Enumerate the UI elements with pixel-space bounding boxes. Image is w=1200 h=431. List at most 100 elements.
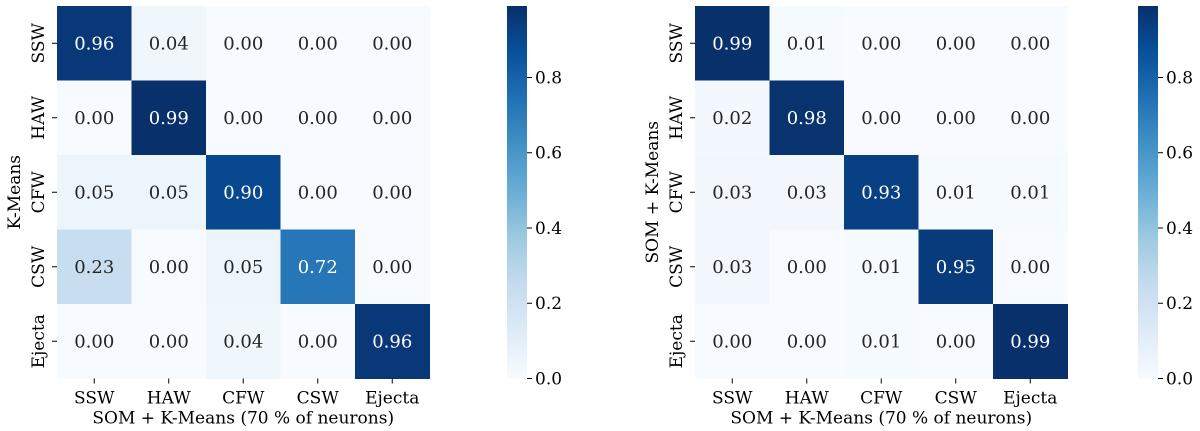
heatmap-cell-r2-c2 <box>206 155 281 230</box>
heatmap-cell-r0-c3 <box>280 6 356 81</box>
heatmap-cell-r0-c1 <box>131 6 207 81</box>
cell-label-r1-c0: 0.02 <box>712 108 752 129</box>
x-tick-label-1: HAW <box>147 389 191 409</box>
cell-label-r4-c2: 0.04 <box>223 331 263 352</box>
heatmap-cell-r4-c4 <box>355 304 430 379</box>
heatmap-cell-r1-c4 <box>355 80 430 156</box>
cell-label-r3-c0: 0.03 <box>712 257 752 278</box>
cell-label-r0-c0: 0.96 <box>74 33 114 54</box>
y-tick-label-2: CFW <box>667 171 687 214</box>
x-tick-label-4: Ejecta <box>1003 389 1057 409</box>
heatmap-cell-r0-c2 <box>844 6 919 81</box>
cell-label-r0-c2: 0.00 <box>223 33 263 54</box>
x-axis-label: SOM + K-Means (70 % of neurons) <box>92 409 394 429</box>
colorbar-tick-label-1: 0.2 <box>1166 294 1193 314</box>
heatmap-cell-r2-c1 <box>769 155 845 230</box>
heatmap-cell-r1-c3 <box>280 80 356 156</box>
cell-label-r1-c1: 0.99 <box>149 108 189 129</box>
cell-label-r3-c4: 0.00 <box>372 257 412 278</box>
cell-label-r3-c2: 0.01 <box>861 257 901 278</box>
heatmap-cell-r2-c2 <box>844 155 919 230</box>
heatmap-cell-r0-c4 <box>355 6 430 81</box>
heatmap-cell-r3-c3 <box>918 229 994 305</box>
colorbar-tick-label-2: 0.4 <box>535 219 562 239</box>
heatmap-cell-r3-c2 <box>844 229 919 305</box>
cell-label-r2-c3: 0.00 <box>298 182 338 203</box>
heatmap-cell-r3-c0 <box>57 229 132 305</box>
x-axis-label: SOM + K-Means (70 % of neurons) <box>730 409 1032 429</box>
colorbar <box>507 6 527 379</box>
cell-label-r2-c0: 0.03 <box>712 182 752 203</box>
colorbar-tick-label-4: 0.8 <box>1166 68 1193 88</box>
heatmap-cell-r3-c2 <box>206 229 281 305</box>
cell-label-r2-c0: 0.05 <box>74 182 114 203</box>
cell-label-r1-c4: 0.00 <box>372 108 412 129</box>
y-axis-label: K-Means <box>5 155 25 229</box>
heatmap-cell-r3-c4 <box>355 229 430 305</box>
cell-label-r0-c2: 0.00 <box>861 33 901 54</box>
cell-label-r2-c2: 0.93 <box>861 182 901 203</box>
cell-label-r3-c2: 0.05 <box>223 257 263 278</box>
heatmap-cell-r1-c1 <box>769 80 845 156</box>
heatmap-cell-r2-c4 <box>993 155 1068 230</box>
cell-label-r3-c0: 0.23 <box>74 257 114 278</box>
colorbar-tick-label-0: 0.0 <box>535 370 562 390</box>
heatmap-cell-r1-c2 <box>206 80 281 156</box>
cell-label-r4-c4: 0.99 <box>1010 331 1050 352</box>
heatmap-cell-r4-c2 <box>206 304 281 379</box>
cell-label-r4-c1: 0.00 <box>149 331 189 352</box>
cell-label-r2-c4: 0.01 <box>1010 182 1050 203</box>
colorbar-tick-label-3: 0.6 <box>1166 144 1193 164</box>
heatmap-cell-r3-c3 <box>280 229 356 305</box>
cell-label-r0-c1: 0.01 <box>787 33 827 54</box>
x-tick-label-0: SSW <box>74 389 115 409</box>
heatmap-cell-r4-c3 <box>280 304 356 379</box>
heatmap-cell-r2-c4 <box>355 155 430 230</box>
heatmap-cell-r1-c3 <box>918 80 994 156</box>
cell-label-r1-c3: 0.00 <box>298 108 338 129</box>
heatmap-cell-r4-c1 <box>769 304 845 379</box>
cell-label-r2-c1: 0.03 <box>787 182 827 203</box>
cell-label-r4-c0: 0.00 <box>712 331 752 352</box>
y-tick-label-4: Ejecta <box>667 314 687 368</box>
heatmap-cell-r0-c4 <box>993 6 1068 81</box>
y-tick-label-3: CSW <box>29 245 49 288</box>
heatmap-cell-r4-c4 <box>993 304 1068 379</box>
y-tick-label-3: CSW <box>667 245 687 288</box>
heatmap-cell-r2-c1 <box>131 155 207 230</box>
cell-label-r3-c1: 0.00 <box>787 257 827 278</box>
cell-label-r1-c3: 0.00 <box>936 108 976 129</box>
cell-label-r4-c0: 0.00 <box>74 331 114 352</box>
heatmap-cell-r4-c2 <box>844 304 919 379</box>
cell-label-r1-c1: 0.98 <box>787 108 827 129</box>
heatmap-cell-r1-c0 <box>57 80 132 156</box>
x-tick-label-3: CSW <box>297 389 340 409</box>
colorbar-tick-label-0: 0.0 <box>1166 370 1193 390</box>
cell-label-r3-c3: 0.95 <box>936 257 976 278</box>
cell-label-r1-c2: 0.00 <box>223 108 263 129</box>
cell-label-r0-c3: 0.00 <box>936 33 976 54</box>
cell-label-r2-c3: 0.01 <box>936 182 976 203</box>
x-tick-label-3: CSW <box>935 389 978 409</box>
heatmap-cell-r0-c0 <box>57 6 132 81</box>
colorbar-tick-label-2: 0.4 <box>1166 219 1193 239</box>
x-tick-label-2: CFW <box>222 389 265 409</box>
heatmap-right: 0.99 0.01 0.00 0.00 0.000.02 0.98 0.00 0.00 0.00… <box>643 6 1193 429</box>
colorbar-tick-label-3: 0.6 <box>535 144 562 164</box>
cell-label-r2-c1: 0.05 <box>149 182 189 203</box>
x-tick-label-1: HAW <box>785 389 829 409</box>
x-tick-label-2: CFW <box>860 389 903 409</box>
cell-label-r1-c4: 0.00 <box>1010 108 1050 129</box>
cell-label-r4-c2: 0.01 <box>861 331 901 352</box>
cell-label-r4-c3: 0.00 <box>936 331 976 352</box>
heatmap-cell-r0-c0 <box>695 6 770 81</box>
cell-label-r3-c3: 0.72 <box>298 257 338 278</box>
cell-label-r2-c4: 0.00 <box>372 182 412 203</box>
heatmap-cell-r3-c0 <box>695 229 770 305</box>
heatmap-cell-r3-c4 <box>993 229 1068 305</box>
heatmap-cell-r4-c3 <box>918 304 994 379</box>
heatmap-cell-r3-c1 <box>131 229 207 305</box>
x-tick-label-4: Ejecta <box>365 389 419 409</box>
heatmap-cell-r0-c2 <box>206 6 281 81</box>
